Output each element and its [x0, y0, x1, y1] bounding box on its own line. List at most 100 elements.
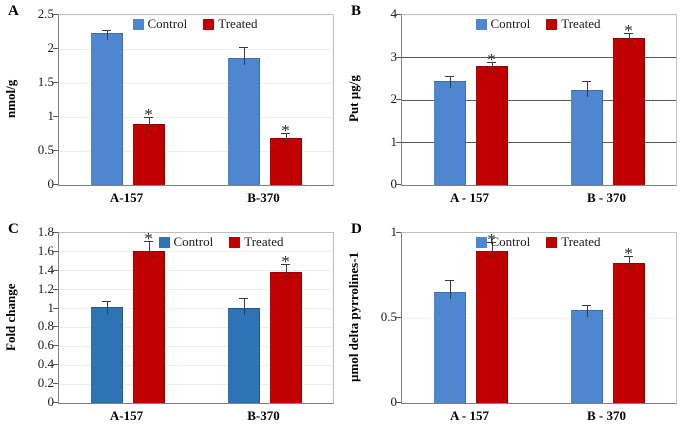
y-tick-mark: [53, 288, 58, 290]
bar-control: [570, 90, 603, 185]
y-tick-label: 1.8: [37, 224, 54, 239]
plot-area-b: * *: [401, 14, 677, 186]
y-tick-label: 0: [390, 394, 398, 409]
error-bar-cap: [582, 305, 591, 307]
gridline: [59, 116, 333, 118]
y-tick-label: 1: [47, 108, 55, 123]
x-category-label: A-157: [109, 408, 144, 423]
y-tick-label: 0: [390, 176, 398, 191]
bar-group-B-370: *: [269, 233, 302, 403]
bar-treated: [132, 124, 165, 185]
y-tick-mark: [53, 383, 58, 385]
y-tick-mark: [396, 56, 401, 58]
bar-control: [227, 57, 260, 185]
gridline: [59, 326, 333, 328]
error-bar: [628, 256, 630, 270]
plot-area-a: * *: [58, 14, 334, 186]
error-bar: [148, 242, 150, 258]
bar-treated: [269, 271, 302, 403]
bar-control: [90, 306, 123, 403]
panel-letter-d: D: [351, 221, 362, 237]
y-tick-label: 2.5: [37, 6, 54, 21]
x-category-label: A-157: [109, 190, 144, 205]
bar-treated: [475, 250, 508, 403]
bar-group-A-157: *: [132, 15, 165, 185]
bar-control: [433, 80, 466, 185]
gridline: [59, 48, 333, 50]
legend-label-control: Control: [490, 16, 531, 31]
y-tick-mark: [396, 402, 401, 403]
legend-item-control: Control: [132, 17, 187, 31]
bar-group-B - 370: [570, 233, 603, 403]
panel-letter-b: B: [351, 3, 362, 19]
gridline: [59, 289, 333, 291]
legend-swatch-treated: [203, 18, 215, 30]
legend-swatch-control: [132, 18, 144, 30]
y-tick-label: 1.2: [37, 280, 54, 296]
y-tick-mark: [53, 402, 58, 403]
sig-asterisk: *: [281, 121, 290, 140]
gridline: [59, 345, 333, 347]
y-tick-label: 1: [47, 299, 55, 315]
legend-item-treated: Treated: [546, 235, 600, 249]
y-tick-label: 1: [390, 224, 398, 239]
legend-swatch-control: [475, 18, 487, 30]
error-bar: [243, 299, 245, 315]
y-tick-label: 0.8: [37, 318, 54, 334]
y-tick-label: 2: [390, 91, 398, 106]
x-category-label: A - 157: [450, 408, 489, 423]
y-tick-label: 0: [47, 176, 55, 191]
error-bar-cap: [487, 62, 496, 64]
y-tick-mark: [396, 141, 401, 143]
gridline: [402, 99, 676, 101]
x-category-label: B-370: [247, 408, 280, 423]
error-bar-cap: [582, 80, 591, 82]
legend-label-control: Control: [490, 234, 531, 249]
y-tick-label: 1: [390, 133, 398, 149]
gridline: [59, 251, 333, 253]
legend-label-treated: Treated: [561, 16, 601, 31]
error-bar-cap: [281, 133, 290, 134]
error-bar: [449, 76, 451, 88]
sig-asterisk: *: [281, 252, 290, 272]
y-tick-label: 2: [47, 40, 55, 55]
panel-A: A nmol/g * * 0 0.5 1 1.5 2 2.5 Control Treated A-…: [0, 0, 342, 218]
gridline: [59, 383, 333, 385]
bar-group-A-157: [90, 233, 123, 403]
bar-control: [90, 33, 123, 185]
bar-group-A-157: *: [132, 229, 165, 403]
x-category-label: B-370: [247, 190, 280, 205]
legend-swatch-treated: [229, 236, 241, 248]
y-tick-label: 1.4: [37, 261, 54, 277]
gridline: [59, 364, 333, 366]
bar-group-A - 157: [433, 233, 466, 403]
error-bar: [148, 117, 150, 132]
bar-group-A - 157: *: [475, 230, 508, 403]
bar-control: [227, 307, 260, 403]
error-bar-cap: [102, 29, 111, 31]
error-bar-cap: [239, 298, 248, 300]
y-tick-label: 1.5: [37, 74, 54, 89]
y-tick-mark: [396, 317, 401, 318]
gridline: [59, 270, 333, 272]
panel-C: C Fold change * * 0 0.2 0.4 0.6 0.8 1 1.2 1.4 1.6…: [0, 218, 342, 436]
error-bar-cap: [487, 242, 496, 244]
gridline: [402, 142, 676, 143]
y-tick-label: 3: [390, 48, 398, 64]
sig-asterisk: *: [624, 243, 633, 263]
error-bar-cap: [102, 300, 111, 302]
bar-group-B-370: *: [269, 15, 302, 185]
legend-item-control: Control: [475, 16, 531, 31]
y-tick-label: 4: [390, 6, 398, 21]
bar-treated: [269, 137, 302, 185]
sig-asterisk: *: [487, 230, 496, 250]
sig-asterisk: *: [144, 229, 153, 249]
y-tick-mark: [53, 307, 58, 309]
error-bar: [628, 33, 630, 46]
x-category-label: B - 370: [587, 190, 626, 205]
error-bar: [586, 81, 588, 98]
y-tick-mark: [53, 82, 58, 83]
x-category-label: A - 157: [450, 190, 489, 205]
bar-group-A-157: [90, 15, 123, 185]
